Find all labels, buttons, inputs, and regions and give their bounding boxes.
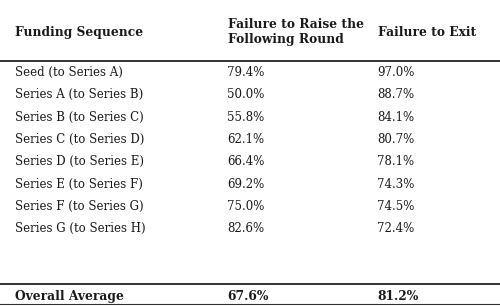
Text: Series B (to Series C): Series B (to Series C): [15, 110, 144, 124]
Text: 80.7%: 80.7%: [378, 133, 415, 146]
Text: Series C (to Series D): Series C (to Series D): [15, 133, 144, 146]
Text: 79.4%: 79.4%: [228, 66, 265, 79]
Text: 84.1%: 84.1%: [378, 110, 414, 124]
Text: Series E (to Series F): Series E (to Series F): [15, 177, 143, 191]
Text: Series G (to Series H): Series G (to Series H): [15, 222, 146, 235]
Text: 82.6%: 82.6%: [228, 222, 264, 235]
Text: 81.2%: 81.2%: [378, 290, 419, 303]
Text: Failure to Raise the
Following Round: Failure to Raise the Following Round: [228, 18, 364, 47]
Text: 55.8%: 55.8%: [228, 110, 265, 124]
Text: Seed (to Series A): Seed (to Series A): [15, 66, 123, 79]
Text: Overall Average: Overall Average: [15, 290, 124, 303]
Text: 72.4%: 72.4%: [378, 222, 415, 235]
Text: Series A (to Series B): Series A (to Series B): [15, 88, 144, 101]
Text: 69.2%: 69.2%: [228, 177, 265, 191]
Text: 50.0%: 50.0%: [228, 88, 265, 101]
Text: Series F (to Series G): Series F (to Series G): [15, 200, 144, 213]
Text: Series D (to Series E): Series D (to Series E): [15, 155, 144, 168]
Text: 67.6%: 67.6%: [228, 290, 269, 303]
Text: Failure to Exit: Failure to Exit: [378, 26, 476, 39]
Text: 62.1%: 62.1%: [228, 133, 264, 146]
Text: 75.0%: 75.0%: [228, 200, 265, 213]
Text: 78.1%: 78.1%: [378, 155, 414, 168]
Text: 66.4%: 66.4%: [228, 155, 265, 168]
Text: 74.5%: 74.5%: [378, 200, 415, 213]
Text: 88.7%: 88.7%: [378, 88, 414, 101]
Text: 97.0%: 97.0%: [378, 66, 415, 79]
Text: 74.3%: 74.3%: [378, 177, 415, 191]
Text: Funding Sequence: Funding Sequence: [15, 26, 143, 39]
